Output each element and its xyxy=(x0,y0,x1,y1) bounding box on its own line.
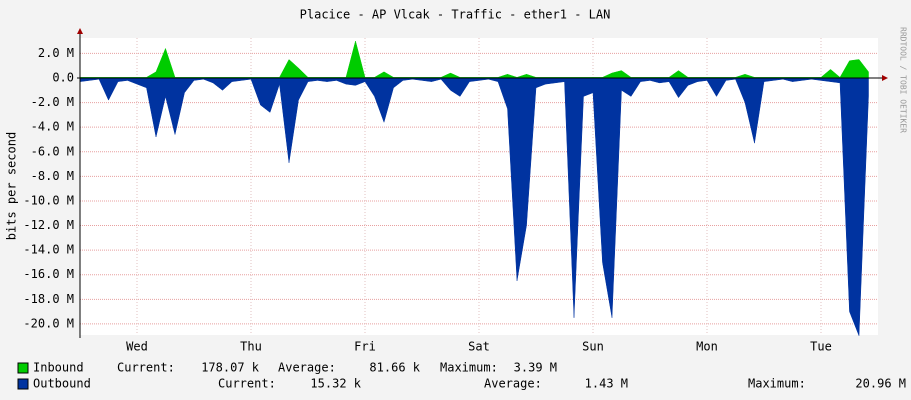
y-tick-label: -6.0 M xyxy=(31,144,74,158)
x-tick-label: Thu xyxy=(240,340,262,354)
legend-stat-value: 20.96 M xyxy=(855,377,906,391)
y-tick-label: -8.0 M xyxy=(31,169,74,183)
y-tick-label: -12.0 M xyxy=(23,218,74,232)
y-tick-label: -20.0 M xyxy=(23,316,74,330)
x-tick-label: Sat xyxy=(468,340,490,354)
y-tick-label: -2.0 M xyxy=(31,95,74,109)
legend-stat-value: 81.66 k xyxy=(369,361,420,375)
x-tick-label: Fri xyxy=(354,340,376,354)
legend-swatch xyxy=(17,378,29,390)
legend-stat-value: 1.43 M xyxy=(585,377,628,391)
legend-stat-label: Average: xyxy=(278,361,336,375)
axis-arrow xyxy=(882,74,888,81)
legend-stat-value: 3.39 M xyxy=(514,361,557,375)
x-tick-label: Mon xyxy=(696,340,718,354)
legend-stat-label: Current: xyxy=(117,361,175,375)
y-tick-label: -18.0 M xyxy=(23,292,74,306)
watermark: RRDTOOL / TOBI OETIKER xyxy=(899,27,908,133)
legend-stat-value: 15.32 k xyxy=(310,377,361,391)
area xyxy=(79,77,869,336)
y-tick-label: -10.0 M xyxy=(23,193,74,207)
legend-label: Inbound xyxy=(33,361,84,375)
y-tick-label: -16.0 M xyxy=(23,267,74,281)
y-tick-label: -14.0 M xyxy=(23,243,74,257)
legend-label: Outbound xyxy=(33,377,91,391)
legend-swatch xyxy=(17,362,29,374)
area xyxy=(79,40,869,79)
legend-stat-label: Maximum: xyxy=(748,377,806,391)
y-tick-label: 2.0 M xyxy=(38,46,74,60)
y-tick-label: -4.0 M xyxy=(31,120,74,134)
legend-stat-value: 178.07 k xyxy=(201,361,260,375)
y-axis-label: bits per second xyxy=(5,132,19,240)
x-tick-label: Tue xyxy=(810,340,832,354)
legend-stat-label: Current: xyxy=(218,377,276,391)
legend-stat-label: Average: xyxy=(484,377,542,391)
legend-stat-label: Maximum: xyxy=(440,361,498,375)
chart-title: Placice - AP Vlcak - Traffic - ether1 - … xyxy=(300,8,611,22)
y-tick-label: 0.0 xyxy=(52,70,74,84)
x-tick-label: Sun xyxy=(582,340,604,354)
x-tick-label: Wed xyxy=(126,340,148,354)
axis-arrow xyxy=(77,28,83,34)
